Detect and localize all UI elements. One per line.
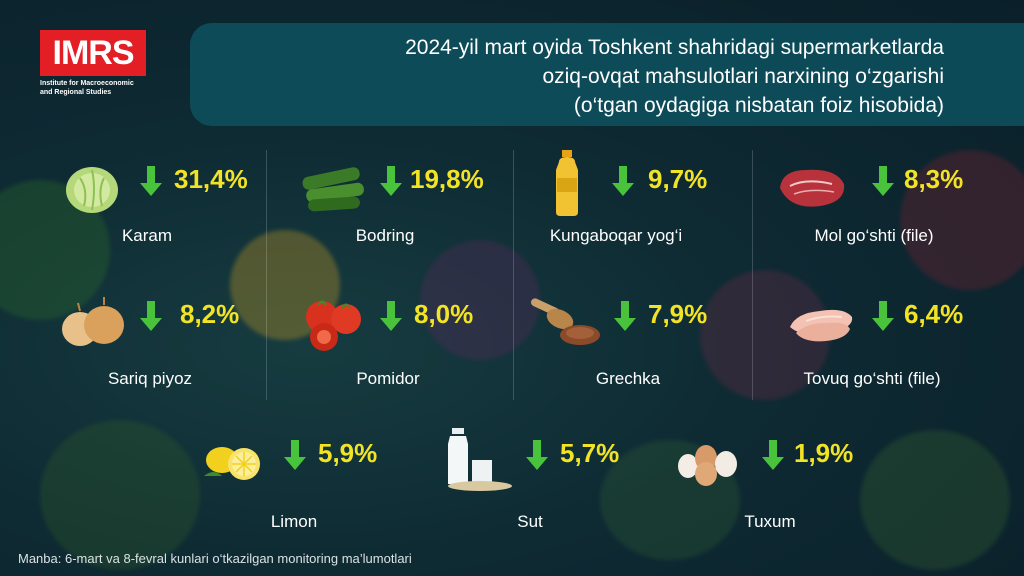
product-name: Sariq piyoz	[107, 369, 193, 388]
egg-icon	[678, 445, 737, 486]
arrow-down-icon	[762, 440, 784, 470]
product-item-mol-goshti: 8,3% Mol go‘shti (file)	[776, 158, 996, 278]
product-item-pomidor: 8,0% Pomidor	[300, 293, 520, 413]
lemon-icon	[204, 447, 260, 480]
onion-icon	[62, 297, 124, 346]
product-name: Sut	[517, 512, 543, 531]
product-name: Kungaboqar yog‘i	[549, 226, 683, 245]
title-line: 2024-yil mart oyida Toshkent shahridagi …	[405, 36, 944, 59]
product-item-karam: 31,4% Karam	[62, 158, 282, 278]
logo-subtitle-line: Institute for Macroeconomic	[40, 80, 134, 87]
change-value: 5,9%	[318, 438, 378, 468]
background-decoration	[900, 150, 1024, 290]
arrow-down-icon	[872, 166, 894, 196]
title-line: oziq-ovqat mahsulotlari narxining o‘zgar…	[542, 65, 944, 88]
logo-mark: IMRS	[40, 30, 146, 76]
tomato-icon	[306, 300, 361, 351]
imrs-logo: IMRS Institute for Macroeconomic and Reg…	[40, 30, 150, 97]
change-value: 9,7%	[648, 164, 708, 194]
product-item-limon: 5,9% Limon	[200, 432, 420, 552]
title-panel: 2024-yil mart oyida Toshkent shahridagi …	[190, 23, 1024, 126]
beef-icon	[780, 169, 845, 207]
change-value: 7,9%	[648, 299, 708, 329]
change-value: 8,2%	[180, 299, 240, 329]
background-decoration	[40, 420, 200, 570]
change-value: 1,9%	[794, 438, 854, 468]
change-value: 6,4%	[904, 299, 964, 329]
product-item-bodring: 19,8% Bodring	[298, 158, 518, 278]
oil-bottle-icon	[556, 150, 578, 216]
arrow-down-icon	[380, 166, 402, 196]
product-name: Limon	[270, 512, 318, 531]
product-name: Grechka	[595, 369, 661, 388]
cabbage-icon	[66, 167, 118, 213]
product-name: Tovuq go‘shti (file)	[803, 369, 941, 388]
product-item-tovuq-goshti: 6,4% Tovuq go‘shti (file)	[786, 293, 1006, 413]
arrow-down-icon	[612, 166, 634, 196]
logo-subtitle: Institute for Macroeconomic and Regional…	[40, 79, 150, 97]
product-name: Tuxum	[744, 512, 796, 531]
product-name: Bodring	[355, 226, 415, 245]
buckwheat-icon	[531, 298, 600, 345]
product-item-kungaboqar-yogi: 9,7% Kungaboqar yog‘i	[548, 148, 768, 268]
column-divider	[513, 150, 514, 400]
product-item-sariq-piyoz: 8,2% Sariq piyoz	[58, 293, 278, 413]
milk-icon	[448, 428, 512, 491]
arrow-down-icon	[284, 440, 306, 470]
product-name: Karam	[121, 226, 173, 245]
arrow-down-icon	[380, 301, 402, 331]
arrow-down-icon	[526, 440, 548, 470]
change-value: 19,8%	[410, 164, 484, 194]
arrow-down-icon	[140, 166, 162, 196]
change-value: 8,0%	[414, 299, 474, 329]
product-name: Pomidor	[356, 369, 420, 388]
chicken-fillet-icon	[790, 309, 853, 342]
background-decoration	[420, 240, 540, 360]
change-value: 5,7%	[560, 438, 620, 468]
product-item-grechka: 7,9% Grechka	[530, 293, 750, 413]
logo-subtitle-line: and Regional Studies	[40, 89, 112, 96]
column-divider	[266, 150, 267, 400]
page-title: 2024-yil mart oyida Toshkent shahridagi …	[405, 33, 944, 120]
product-name: Mol go‘shti (file)	[814, 226, 934, 245]
product-item-tuxum: 1,9% Tuxum	[672, 432, 892, 552]
cucumber-icon	[302, 167, 364, 212]
column-divider	[752, 150, 753, 400]
arrow-down-icon	[614, 301, 636, 331]
arrow-down-icon	[872, 301, 894, 331]
background-decoration	[860, 430, 1010, 570]
arrow-down-icon	[140, 301, 162, 331]
product-item-sut: 5,7% Sut	[440, 426, 660, 546]
change-value: 8,3%	[904, 164, 964, 194]
title-line: (o‘tgan oydagiga nisbatan foiz hisobida)	[573, 94, 944, 117]
source-note: Manba: 6-mart va 8-fevral kunlari o‘tkaz…	[18, 551, 412, 566]
change-value: 31,4%	[174, 164, 248, 194]
